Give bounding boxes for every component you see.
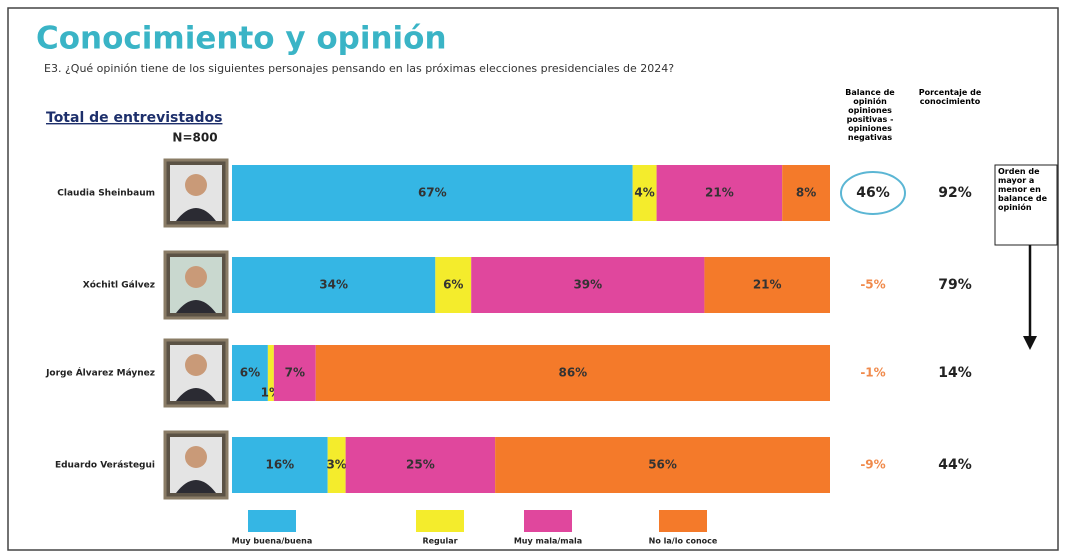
value-label: 25%	[406, 458, 435, 472]
value-label: 39%	[573, 278, 602, 292]
bar-segment	[315, 345, 831, 401]
value-label: 8%	[796, 186, 816, 200]
bar-segment	[232, 345, 268, 401]
category-label: Claudia Sheinbaum	[57, 189, 155, 199]
bar-segment	[267, 345, 274, 401]
value-label: 56%	[648, 458, 677, 472]
chart-title: Conocimiento y opinión	[36, 21, 447, 57]
category-label: Xóchitl Gálvez	[83, 280, 155, 291]
bar-segment	[632, 165, 657, 221]
category-label: Eduardo Verástegui	[55, 461, 155, 471]
value-label: 16%	[265, 458, 294, 472]
photo-body	[176, 300, 216, 313]
value-label: 6%	[240, 366, 260, 380]
value-label: 3%	[326, 458, 346, 472]
chart-subtitle: E3. ¿Qué opinión tiene de los siguientes…	[44, 62, 675, 75]
balance-label: -5%	[860, 278, 885, 292]
balance-label: 46%	[856, 185, 890, 201]
note-box-text: Orden de mayor a menor en balance de opi…	[998, 167, 1048, 212]
bar-segment	[327, 437, 346, 493]
legend-swatch	[524, 510, 572, 532]
photo-body	[176, 208, 216, 221]
value-label: 21%	[705, 186, 734, 200]
photo-body	[176, 388, 216, 401]
knowledge-label: 44%	[938, 457, 972, 473]
legend-label: No la/lo conoce	[649, 537, 718, 546]
photo-head	[185, 446, 207, 468]
bar-segment	[471, 257, 705, 313]
subtitle-box: E3. ¿Qué opinión tiene de los siguientes…	[44, 62, 675, 75]
bar-segment	[273, 345, 316, 401]
bar-segment	[232, 437, 328, 493]
legend-swatch	[416, 510, 464, 532]
arrow-head	[1023, 336, 1037, 350]
legend-swatch	[659, 510, 707, 532]
knowledge-label: 79%	[938, 277, 972, 293]
bar-segment	[435, 257, 472, 313]
sample-size: N=800	[172, 131, 217, 145]
balance-label: -9%	[860, 458, 885, 472]
legend-label: Regular	[422, 537, 457, 546]
knowledge-header-box: Porcentaje de conocimiento	[918, 88, 982, 106]
photo-head	[185, 266, 207, 288]
legend-label: Muy mala/mala	[514, 537, 582, 546]
balance-label: -1%	[860, 366, 885, 380]
photo-body	[176, 480, 216, 493]
value-label: 34%	[319, 278, 348, 292]
note-box	[994, 164, 1058, 246]
balance-header: Balance de opinión opiniones positivas -…	[845, 88, 895, 142]
value-label: 7%	[285, 366, 305, 380]
bar-segment	[232, 257, 436, 313]
order-note: Orden de mayor a menor en balance de opi…	[998, 167, 1048, 212]
bar-segment	[495, 437, 830, 493]
value-label: 86%	[558, 366, 587, 380]
bar-segment	[782, 165, 830, 221]
knowledge-header: Porcentaje de conocimiento	[918, 88, 982, 106]
legend-swatch	[248, 510, 296, 532]
knowledge-label: 14%	[938, 365, 972, 381]
bar-segment	[232, 165, 633, 221]
bar-segment	[656, 165, 783, 221]
photo-head	[185, 174, 207, 196]
knowledge-label: 92%	[938, 185, 972, 201]
bar-segment	[704, 257, 830, 313]
balance-header-box: Balance de opinión opiniones positivas -…	[845, 88, 895, 142]
category-label: Jorge Álvarez Máynez	[45, 367, 155, 379]
balance-highlight	[840, 171, 906, 215]
value-label: 67%	[418, 186, 447, 200]
group-label: Total de entrevistados	[46, 110, 222, 126]
bar-segment	[345, 437, 496, 493]
value-label: 6%	[443, 278, 463, 292]
value-label: 21%	[753, 278, 782, 292]
legend-label: Muy buena/buena	[232, 537, 312, 546]
photo-head	[185, 354, 207, 376]
value-label: 4%	[634, 186, 654, 200]
